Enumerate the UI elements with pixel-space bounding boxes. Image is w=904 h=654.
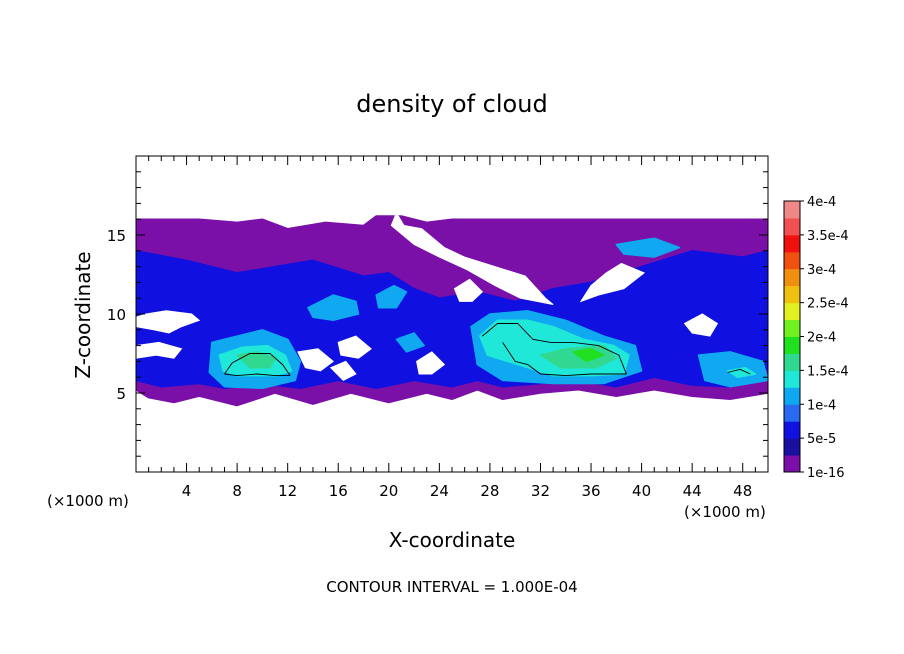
contour-lines: [224, 323, 751, 377]
colorbar-swatch-15: [784, 201, 800, 219]
x-tick-label-4: 20: [379, 482, 398, 500]
colorbar-label-4: 2e-4: [807, 331, 836, 346]
x-tick-label-9: 40: [632, 482, 651, 500]
density-region-level-6-14: [572, 348, 605, 363]
colorbar-swatch-7: [784, 336, 800, 354]
x-tick-label-6: 28: [480, 482, 499, 500]
x-unit-left: (×1000 m): [47, 492, 129, 510]
colorbar-label-1: 5e-5: [807, 432, 836, 447]
cloud-free-gap-6: [416, 351, 446, 375]
colorbar-swatch-14: [784, 217, 800, 236]
colorbar-swatch-2: [784, 421, 800, 439]
colorbar-swatch-8: [784, 319, 800, 337]
contour-interval-note: CONTOUR INTERVAL = 1.000E-04: [326, 578, 577, 596]
colorbar-label-3: 1.5e-4: [807, 364, 849, 379]
cloud-free-gap-9: [329, 360, 357, 382]
colorbar-label-6: 3e-4: [807, 263, 836, 278]
density-region-level-3-5: [307, 294, 360, 322]
cloud-free-gap-1: [390, 211, 554, 305]
cloud-free-gap-3: [136, 341, 183, 359]
colorbar-label-2: 1e-4: [807, 398, 836, 413]
x-unit-right: (×1000 m): [684, 503, 766, 521]
cloud-free-gap-8: [453, 278, 484, 302]
heatmap-field: [136, 211, 768, 407]
x-tick-label-5: 24: [430, 482, 449, 500]
contour-line-1: [224, 373, 291, 377]
colorbar-swatch-6: [784, 353, 800, 371]
chart-title: density of cloud: [356, 90, 547, 118]
colorbar-label-7: 3.5e-4: [807, 229, 849, 244]
cloud-free-gap-7: [683, 313, 719, 337]
contour-line-0: [224, 353, 291, 376]
x-tick-label-8: 36: [581, 482, 600, 500]
density-region-level-4-11: [726, 366, 757, 378]
y-tick-label-1: 10: [107, 306, 126, 324]
x-tick-label-1: 8: [232, 482, 242, 500]
colorbar-swatch-13: [784, 234, 800, 253]
contour-line-3: [502, 342, 627, 377]
colorbar-label-5: 2.5e-4: [807, 297, 849, 312]
colorbar-swatch-3: [784, 404, 800, 422]
density-region-level-3-8: [615, 237, 681, 258]
colorbar-swatch-10: [784, 285, 800, 304]
y-tick-label-0: 5: [116, 385, 126, 403]
x-axis-label: X-coordinate: [389, 528, 516, 552]
colorbar: 1e-16 5e-5 1e-4 1.5e-4 2e-4 2.5e-4 3e-4 3.5e-4 4…: [783, 195, 849, 481]
y-tick-label-2: 15: [107, 227, 126, 245]
contour-line-4: [727, 368, 751, 375]
colorbar-swatch-12: [784, 251, 800, 270]
x-tick-label-7: 32: [531, 482, 550, 500]
cloud-free-gap-2: [579, 262, 646, 303]
contour-line-2: [482, 323, 627, 375]
colorbar-label-8: 4e-4: [807, 195, 836, 210]
y-axis-label: Z-coordinate: [71, 251, 95, 378]
x-tick-label-10: 44: [683, 482, 702, 500]
cloud-free-gap-0: [136, 310, 201, 334]
colorbar-swatch-5: [784, 370, 800, 388]
colorbar-swatch-9: [784, 302, 800, 321]
colorbar-swatch-0: [784, 455, 800, 473]
density-region-level-3-7: [395, 332, 425, 353]
colorbar-swatch-11: [784, 268, 800, 287]
density-region-level-3-6: [375, 284, 408, 309]
x-tick-label-11: 48: [733, 482, 752, 500]
x-tick-label-3: 16: [329, 482, 348, 500]
x-tick-label-0: 4: [182, 482, 192, 500]
density-region-level-5-12: [236, 351, 276, 369]
colorbar-swatch-4: [784, 387, 800, 405]
colorbar-swatch-1: [784, 438, 800, 456]
cloud-free-gap-5: [337, 335, 372, 359]
cloud-free-gap-4: [297, 348, 335, 372]
x-tick-label-2: 12: [278, 482, 297, 500]
colorbar-label-0: 1e-16: [807, 466, 845, 481]
